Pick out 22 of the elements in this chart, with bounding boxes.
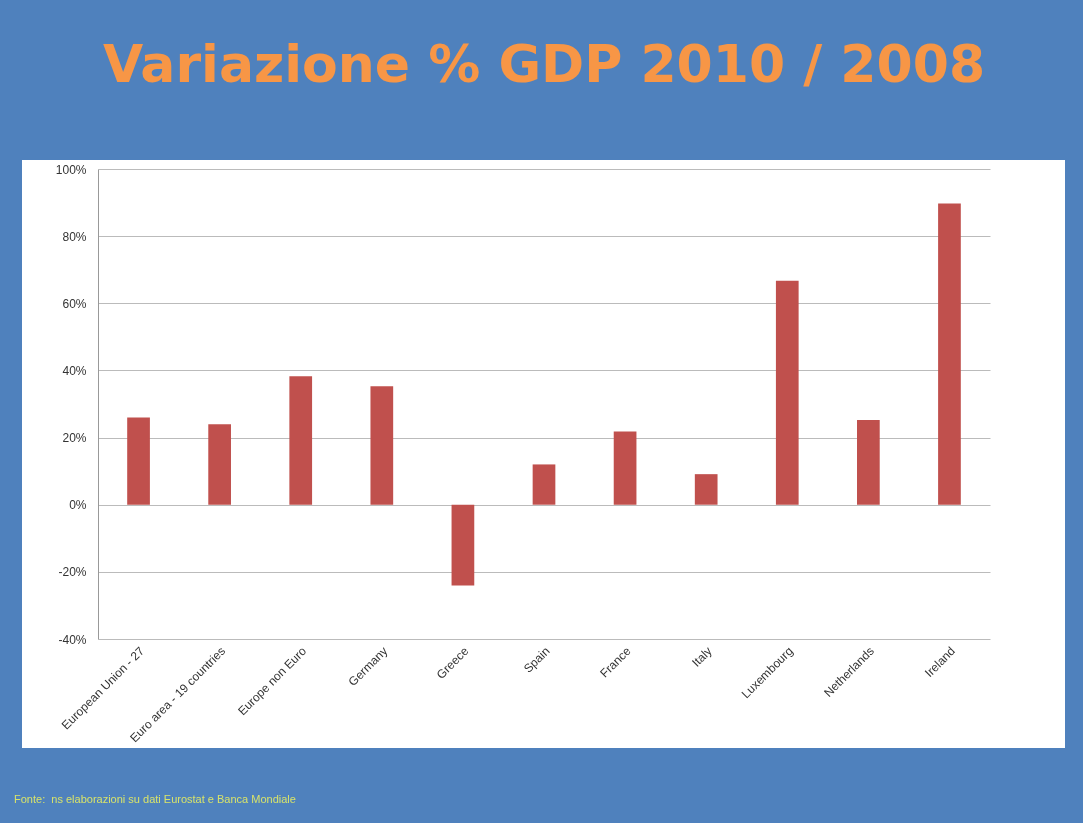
chart-title: Variazione % GDP 2010 / 2008 <box>102 34 986 94</box>
bar <box>208 424 231 505</box>
x-tick-label: Italy <box>689 644 715 670</box>
bar <box>451 504 475 586</box>
y-tick-label: -40% <box>58 632 87 647</box>
y-tick-label: 80% <box>62 229 87 244</box>
bar <box>532 464 556 505</box>
bar <box>613 431 637 505</box>
bar <box>694 474 718 505</box>
y-tick-label: 60% <box>62 296 87 311</box>
bar <box>938 203 961 505</box>
bar <box>370 386 394 505</box>
y-tick-label: 0% <box>69 498 87 513</box>
y-tick-label: 40% <box>62 363 87 378</box>
bar <box>857 420 880 505</box>
y-tick-label: 20% <box>62 431 87 446</box>
y-tick-label: 100% <box>55 162 87 177</box>
y-tick-label: -20% <box>58 565 87 580</box>
bar <box>289 376 313 505</box>
bar <box>775 280 799 505</box>
bar <box>127 417 150 505</box>
source-note: Fonte: ns elaborazioni su dati Eurostat e Banca Mondiale <box>14 793 296 805</box>
